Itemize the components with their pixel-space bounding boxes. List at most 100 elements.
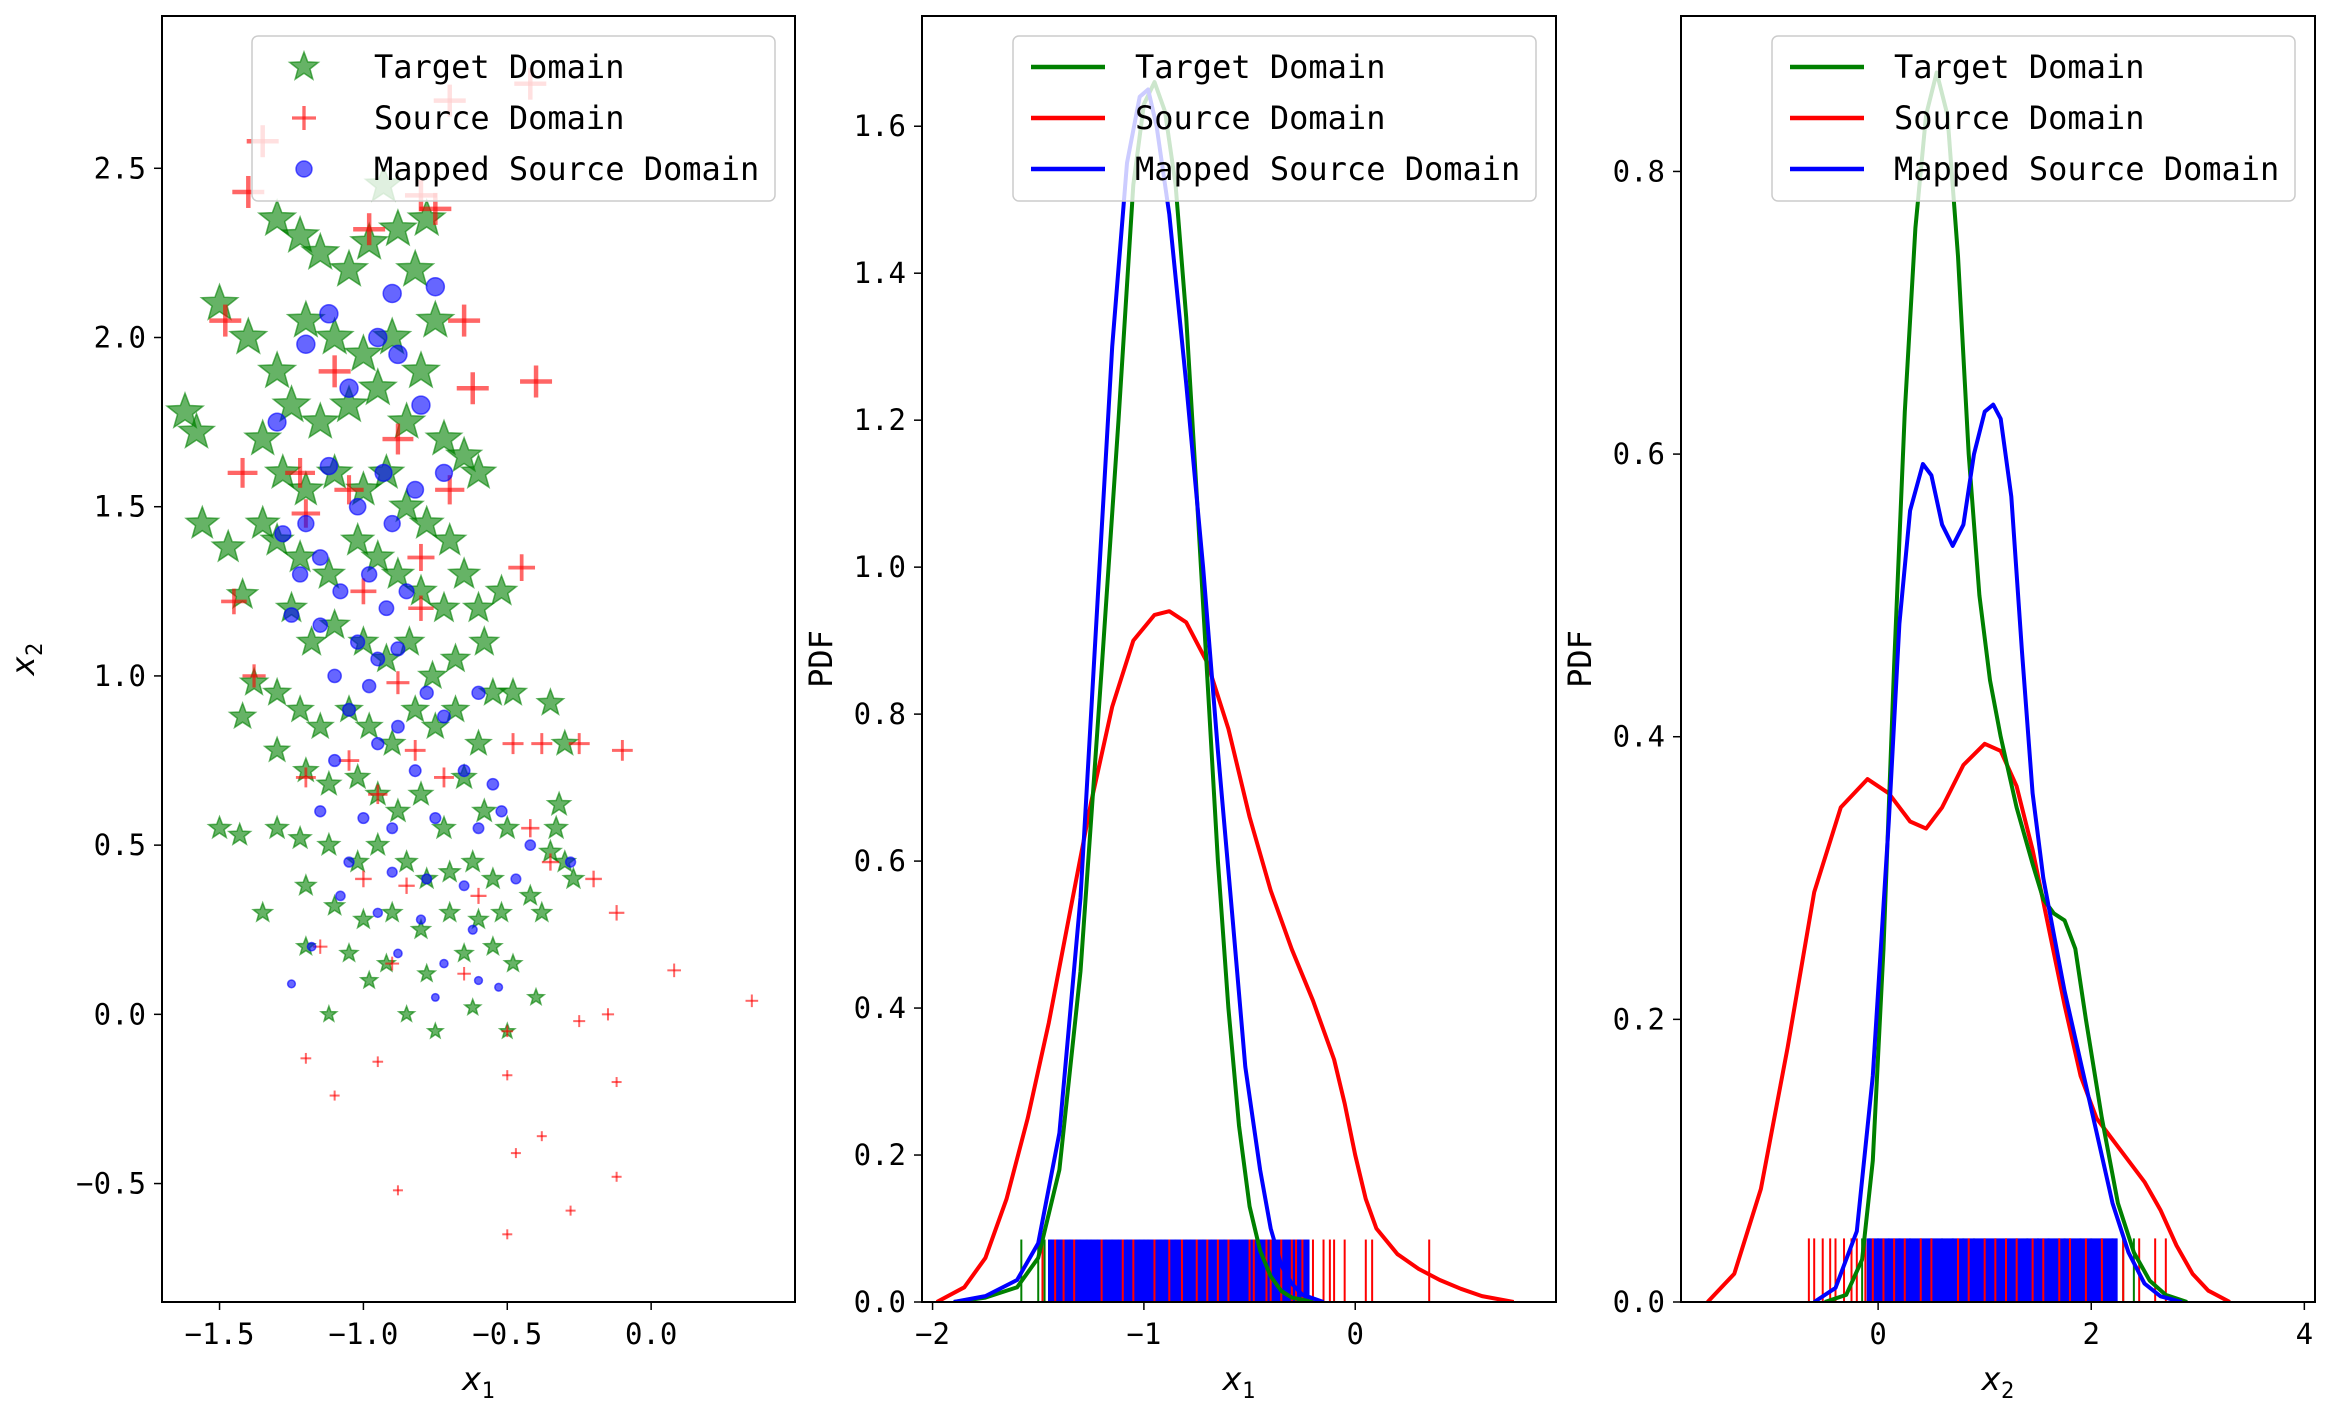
x-tick-label: 0.0 xyxy=(625,1317,677,1351)
data-point xyxy=(510,873,522,885)
data-point xyxy=(431,521,468,556)
data-point xyxy=(535,687,566,716)
data-point xyxy=(355,870,372,888)
data-point xyxy=(365,831,391,856)
data-point xyxy=(282,539,318,573)
data-point xyxy=(312,617,329,633)
data-point xyxy=(221,588,247,615)
legend-label: Mapped Source Domain xyxy=(1135,150,1520,188)
data-point xyxy=(386,401,427,439)
data-point xyxy=(287,824,313,850)
data-point xyxy=(382,283,402,304)
data-point xyxy=(256,350,298,389)
data-point xyxy=(357,811,370,825)
data-point xyxy=(406,480,425,499)
y-tick-label: −0.5 xyxy=(76,1167,146,1201)
x-tick-label: 0 xyxy=(1346,1317,1363,1351)
legend-marker xyxy=(295,160,313,178)
data-point xyxy=(459,452,498,490)
data-point xyxy=(388,487,425,523)
data-point xyxy=(378,600,395,617)
x-tick-label: 4 xyxy=(2296,1317,2313,1351)
data-point xyxy=(351,907,375,930)
data-point xyxy=(341,702,357,717)
data-point xyxy=(328,753,342,768)
data-point xyxy=(470,887,487,904)
data-point xyxy=(416,659,449,690)
data-point xyxy=(279,214,321,254)
data-point xyxy=(407,780,435,806)
data-point xyxy=(328,384,370,423)
x-tick-label: −0.5 xyxy=(472,1317,542,1351)
data-point xyxy=(419,685,434,701)
data-point xyxy=(415,299,456,338)
data-point xyxy=(300,231,341,271)
data-point xyxy=(400,694,431,723)
x1-pdf-panel: −2 −1 0 0.0 0.2 0.4 0.6 0.8 1.0 1.2 1.4 1.6 x1 PDF Tar… xyxy=(802,15,1557,1404)
data-point xyxy=(316,831,342,856)
y-axis-label: PDF xyxy=(802,630,840,688)
legend-marker xyxy=(292,106,316,130)
plot-frame xyxy=(161,15,796,1303)
data-point xyxy=(411,395,431,415)
data-point xyxy=(564,856,577,868)
data-point xyxy=(458,880,470,892)
data-point xyxy=(343,333,384,372)
data-point xyxy=(165,390,206,429)
data-point xyxy=(467,907,490,930)
data-point xyxy=(434,767,454,788)
data-point xyxy=(391,719,405,734)
data-point xyxy=(456,372,489,405)
data-point xyxy=(446,556,482,590)
density-line xyxy=(953,87,1325,1302)
data-point xyxy=(518,883,543,906)
data-point xyxy=(242,664,266,688)
data-point xyxy=(468,625,501,656)
y-tick-label: 0.6 xyxy=(1613,437,1665,471)
data-point xyxy=(393,625,426,656)
data-point xyxy=(338,750,360,771)
data-point xyxy=(353,213,386,246)
data-point xyxy=(388,344,408,365)
data-point xyxy=(464,728,493,756)
data-point xyxy=(404,739,426,761)
data-point xyxy=(285,457,316,488)
data-point xyxy=(467,924,478,935)
x-tick-label: 2 xyxy=(2083,1317,2100,1351)
y-tick-label: 1.2 xyxy=(854,403,906,437)
data-point xyxy=(361,678,377,694)
data-point xyxy=(372,907,384,919)
y-tick-label: 2.5 xyxy=(94,151,146,185)
data-point xyxy=(291,566,309,583)
data-point xyxy=(573,1015,586,1028)
data-point xyxy=(439,958,449,969)
plot-area xyxy=(1706,70,2231,1302)
data-point xyxy=(416,962,438,983)
data-point xyxy=(424,418,464,456)
data-point xyxy=(328,248,370,287)
plot-frame xyxy=(921,15,1557,1303)
legend-label: Source Domain xyxy=(1894,99,2144,137)
x-tick-label: −1.0 xyxy=(328,1317,398,1351)
data-point xyxy=(311,556,347,590)
x-axis-label-base: x xyxy=(1221,1360,1242,1398)
y-tick-label: 0.4 xyxy=(854,991,906,1025)
data-point xyxy=(176,411,217,449)
data-point xyxy=(318,355,351,388)
data-point xyxy=(408,504,445,540)
density-line xyxy=(1813,402,2183,1302)
data-point xyxy=(473,975,484,986)
data-point xyxy=(358,969,380,990)
data-point xyxy=(585,870,602,888)
data-point xyxy=(460,849,486,873)
data-point xyxy=(350,578,377,605)
data-point xyxy=(267,412,287,432)
y-tick-label: 0.2 xyxy=(1613,1002,1665,1036)
data-point xyxy=(524,839,537,851)
data-point xyxy=(390,641,406,657)
data-point xyxy=(244,504,281,540)
data-point xyxy=(386,866,398,878)
x-tick-label: −1.5 xyxy=(185,1317,255,1351)
data-point xyxy=(393,948,403,959)
